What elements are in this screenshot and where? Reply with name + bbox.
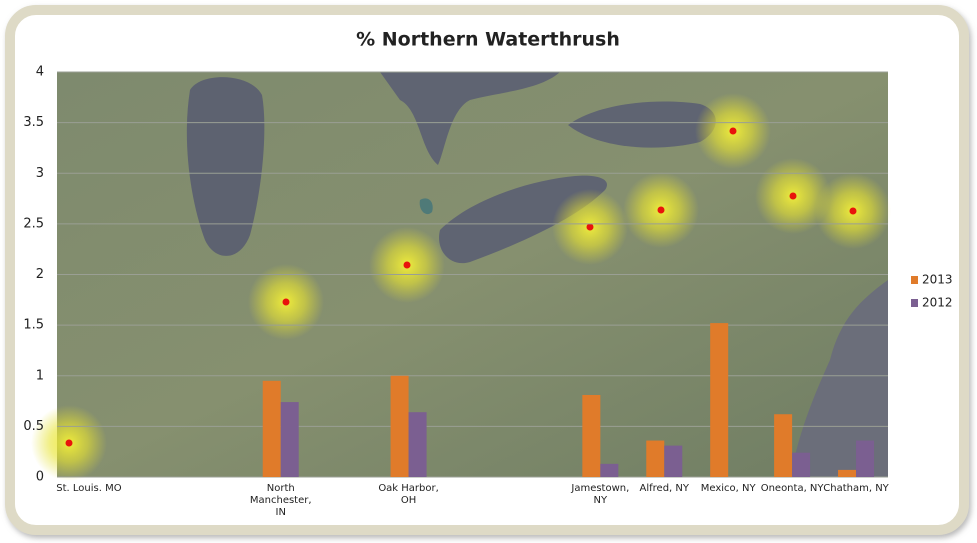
location-markers <box>31 93 891 481</box>
y-tick-label: 2.5 <box>23 216 44 231</box>
y-tick-label: 3.5 <box>23 115 44 130</box>
bar <box>710 323 729 477</box>
legend-swatch <box>911 299 918 307</box>
bar <box>262 380 281 477</box>
y-tick-label: 1 <box>36 368 44 383</box>
bar <box>792 452 811 477</box>
bar <box>774 414 793 477</box>
legend-swatch <box>911 276 918 284</box>
bar <box>408 412 427 477</box>
bar <box>280 402 299 477</box>
y-tick-label: 1.5 <box>23 318 44 333</box>
bar <box>838 469 857 477</box>
bar <box>390 375 409 477</box>
y-tick-label: 3 <box>36 166 44 181</box>
y-tick-label: 0 <box>36 470 44 485</box>
y-tick-label: 4 <box>36 65 44 80</box>
y-tick-label: 2 <box>36 267 44 282</box>
bar <box>664 445 683 477</box>
bar <box>856 440 875 477</box>
legend-label: 2013 <box>922 273 953 287</box>
bar <box>646 440 665 477</box>
chart-title: % Northern Waterthrush <box>356 29 620 51</box>
bar <box>600 463 619 477</box>
legend-label: 2012 <box>922 296 953 310</box>
y-tick-label: 0.5 <box>23 419 44 434</box>
bar <box>582 394 601 477</box>
